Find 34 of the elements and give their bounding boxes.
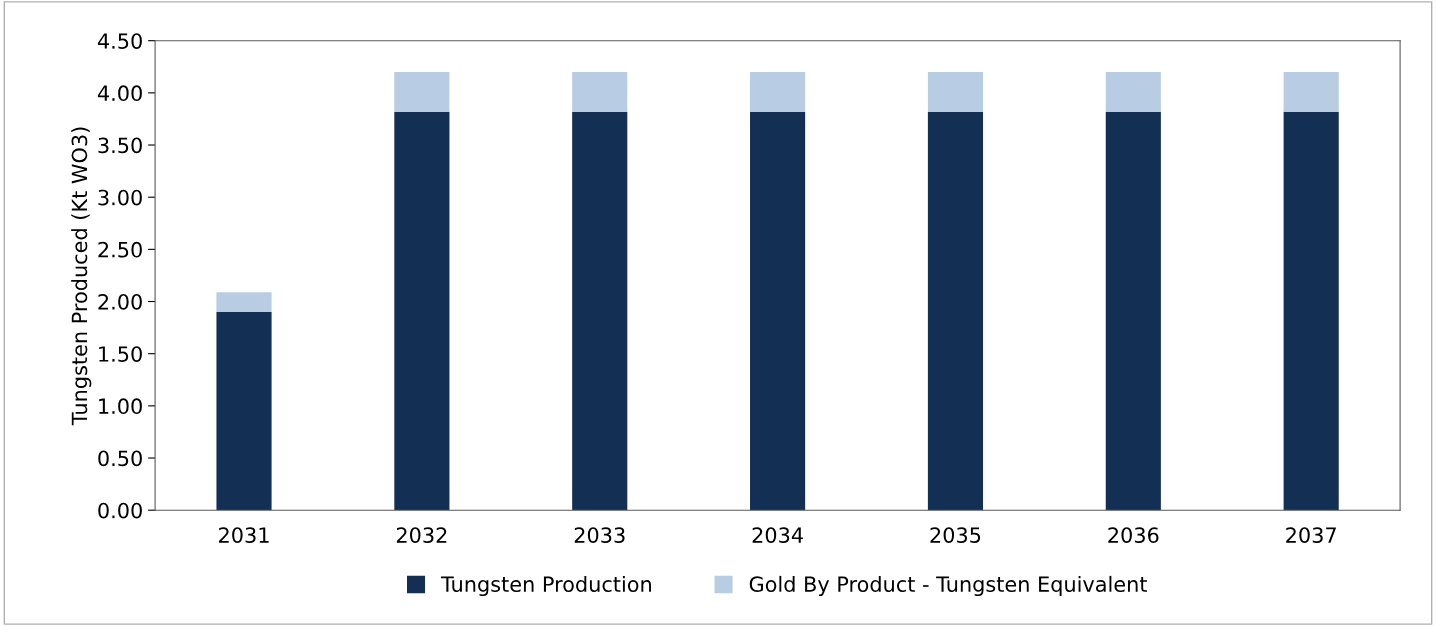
- y-tick-label: 0.00: [98, 502, 142, 519]
- bar: [1283, 71, 1339, 112]
- y-tick-label: 2.50: [98, 241, 142, 258]
- x-tick-label: 2032: [396, 527, 447, 543]
- bar: [394, 71, 450, 112]
- y-tick-label: 3.50: [98, 137, 142, 154]
- bar: [750, 71, 806, 112]
- bar: [927, 71, 984, 112]
- bar: [572, 111, 628, 511]
- x-tick-label: 2037: [1286, 527, 1336, 543]
- legend-label: Gold By Product - Tungsten Equivalent: [749, 575, 1147, 597]
- bar: [572, 71, 628, 112]
- y-axis-title: Tungsten Produced (Kt WO3): [71, 127, 92, 426]
- x-tick-label: 2034: [752, 527, 803, 543]
- y-tick-label: 2.00: [98, 293, 142, 310]
- y-tick-label: 1.00: [99, 398, 142, 415]
- x-tick-label: 2031: [219, 527, 269, 543]
- bar: [1105, 71, 1161, 112]
- bar: [216, 292, 272, 312]
- x-tick-label: 2035: [930, 527, 981, 543]
- bar: [216, 311, 272, 511]
- y-tick-label: 1.50: [99, 346, 142, 362]
- x-tick-label: 2033: [574, 527, 625, 543]
- bar: [394, 111, 450, 511]
- bar: [1105, 111, 1161, 511]
- bar: [1283, 111, 1339, 511]
- legend-label: Tungsten Production: [440, 575, 651, 597]
- bar: [927, 111, 984, 511]
- x-tick-label: 2036: [1108, 527, 1159, 543]
- y-tick-label: 4.00: [97, 85, 142, 102]
- y-tick-label: 0.50: [98, 450, 142, 467]
- y-tick-label: 3.00: [98, 189, 142, 206]
- bar: [750, 111, 806, 511]
- y-tick-label: 4.50: [97, 33, 142, 49]
